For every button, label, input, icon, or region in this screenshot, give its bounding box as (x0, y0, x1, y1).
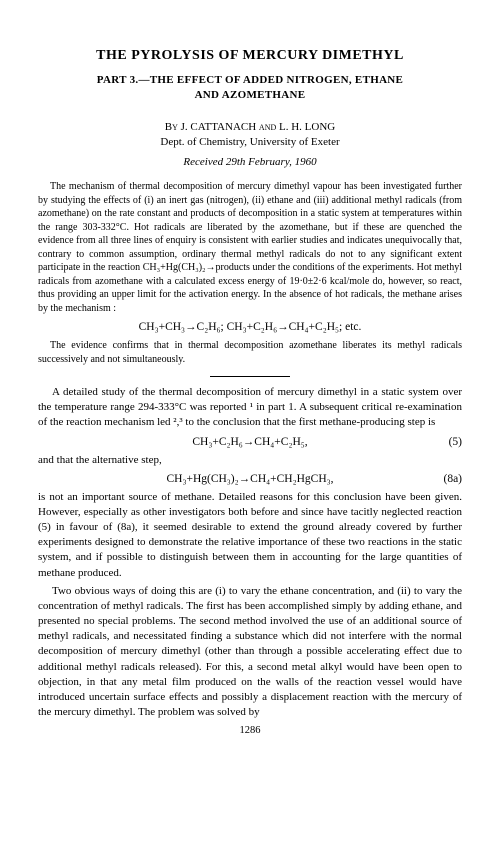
paper-title: THE PYROLYSIS OF MERCURY DIMETHYL (38, 48, 462, 64)
body-paragraph-3: is not an important source of methane. D… (38, 490, 462, 581)
abstract-equation: CH₃+CH₃→C₂H₆; CH₃+C₂H₆→CH₄+C₂H₅; etc. (38, 321, 462, 333)
page-number: 1286 (38, 725, 462, 736)
body-paragraph-2: and that the alternative step, (38, 453, 462, 468)
department: Dept. of Chemistry, University of Exeter (38, 136, 462, 148)
paper-subtitle-line1: PART 3.—THE EFFECT OF ADDED NITROGEN, ET… (38, 74, 462, 86)
section-divider (210, 376, 290, 377)
authors-line: By J. CATTANACH and L. H. LONG (38, 121, 462, 133)
paper-subtitle-line2: AND AZOMETHANE (38, 89, 462, 101)
by-label: By (165, 121, 178, 133)
equation-8a-number: (8a) (432, 473, 462, 485)
abstract-paragraph-1: The mechanism of thermal decomposition o… (38, 180, 462, 315)
equation-5: CH₃+C₂H₆→CH₄+C₂H₅, (5) (38, 436, 462, 448)
body-paragraph-4: Two obvious ways of doing this are (i) t… (38, 584, 462, 721)
equation-5-number: (5) (432, 436, 462, 448)
paper-page: THE PYROLYSIS OF MERCURY DIMETHYL PART 3… (0, 0, 500, 756)
author-names: J. CATTANACH and L. H. LONG (181, 121, 336, 133)
equation-8a-formula: CH₃+Hg(CH₃)₂→CH₄+CH₂HgCH₃, (68, 473, 432, 485)
equation-5-formula: CH₃+C₂H₆→CH₄+C₂H₅, (68, 436, 432, 448)
body-paragraph-1: A detailed study of the thermal decompos… (38, 385, 462, 431)
abstract-paragraph-2: The evidence confirms that in thermal de… (38, 339, 462, 366)
equation-8a: CH₃+Hg(CH₃)₂→CH₄+CH₂HgCH₃, (8a) (38, 473, 462, 485)
received-date: Received 29th February, 1960 (38, 156, 462, 168)
